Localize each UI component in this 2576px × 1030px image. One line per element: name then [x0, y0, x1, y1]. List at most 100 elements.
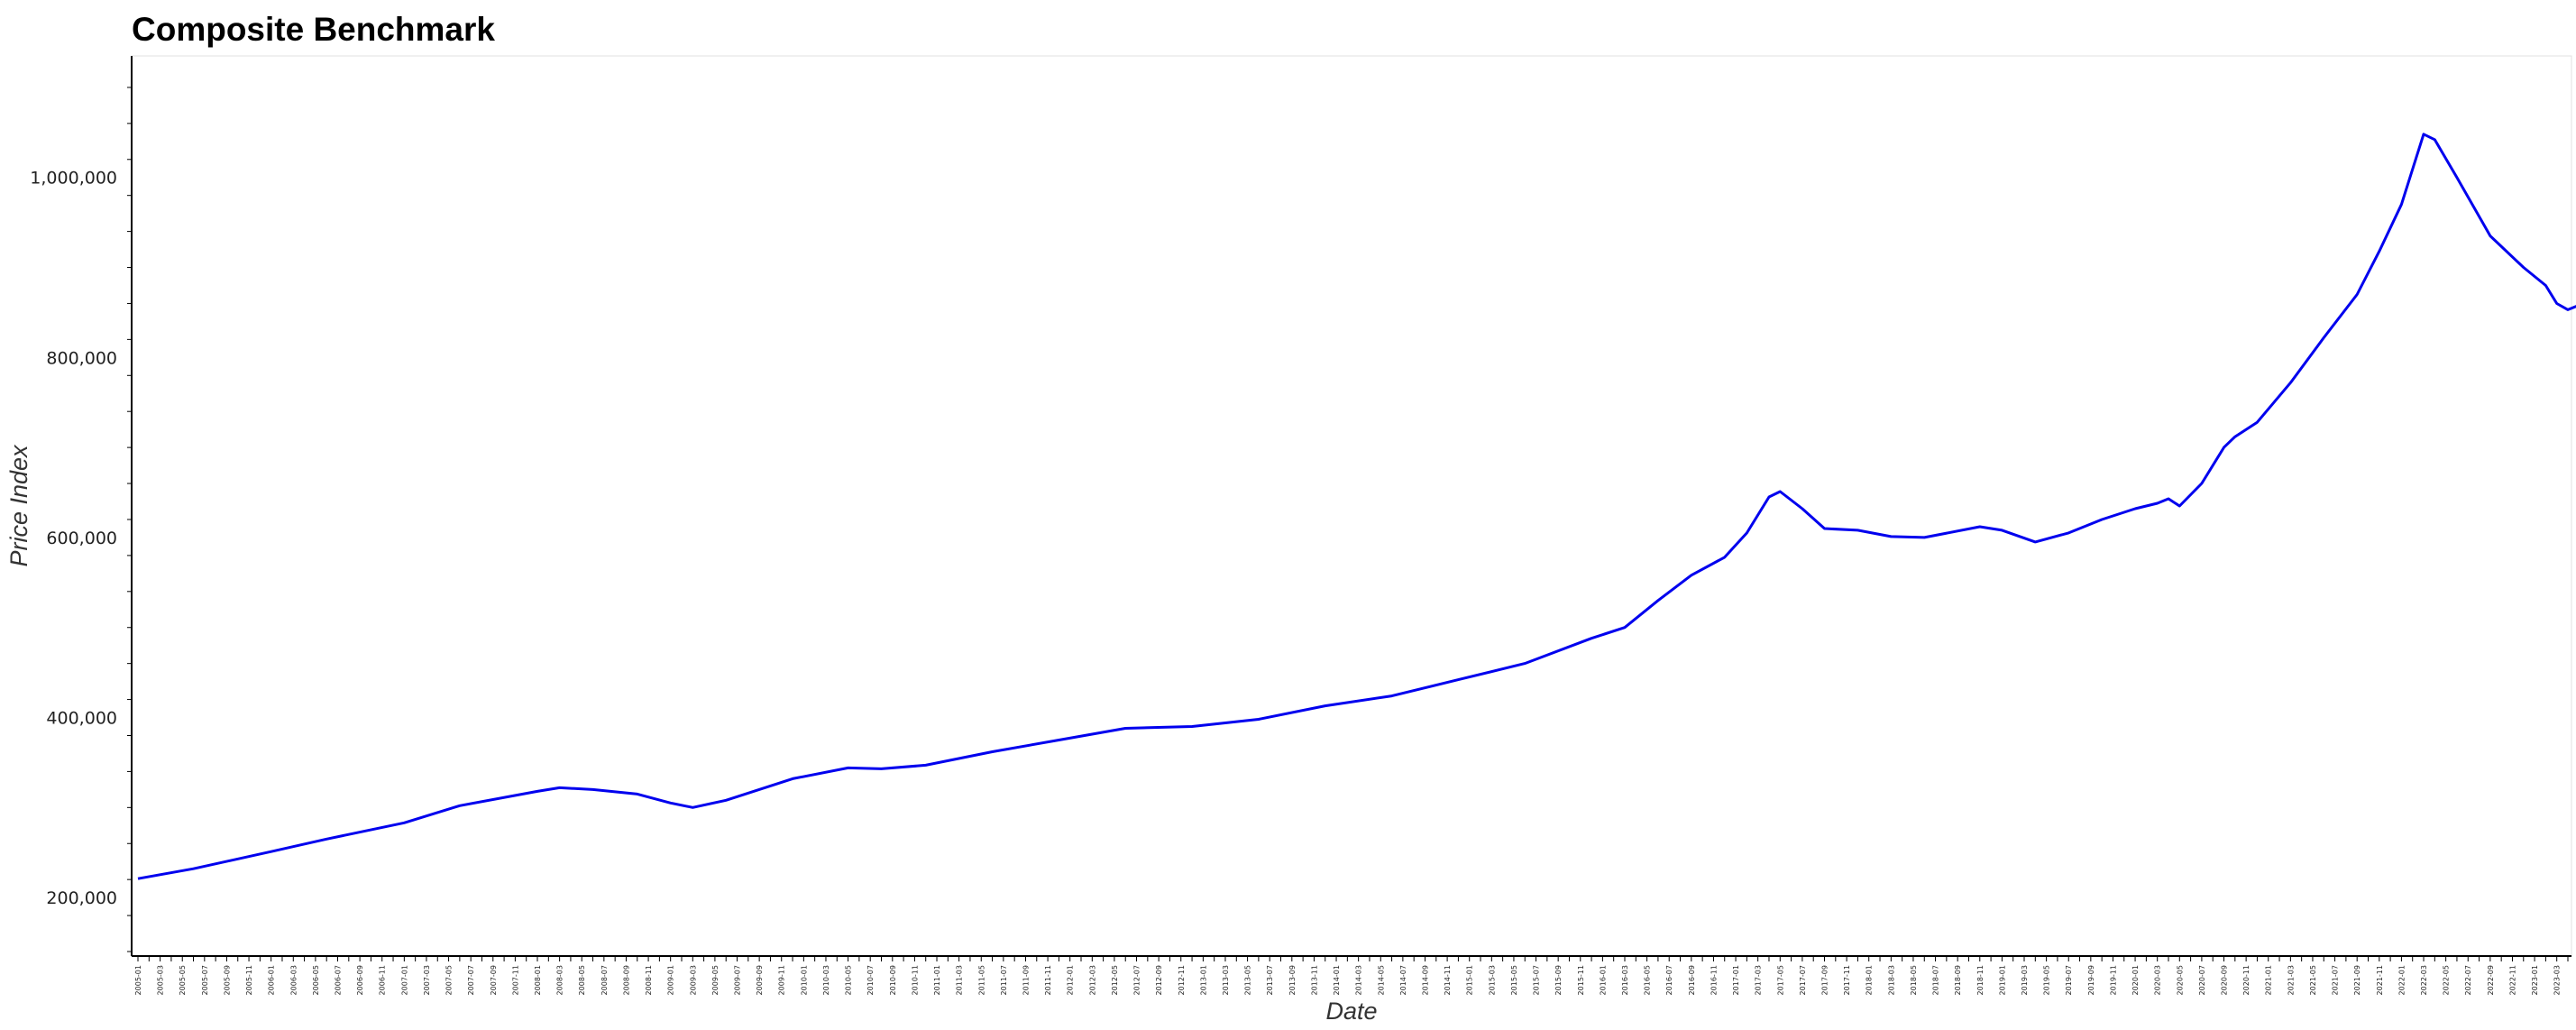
x-tick-label: 2019-11 [2109, 965, 2117, 995]
y-axis-ticks: 200,000 400,000 600,000 800,000 1,000,000 [30, 87, 132, 952]
x-tick-label: 2005-07 [201, 965, 209, 995]
x-tick-label: 2012-09 [1155, 965, 1163, 995]
x-tick-label: 2009-07 [734, 965, 742, 995]
x-tick-label: 2018-03 [1887, 965, 1895, 995]
x-tick-label: 2013-11 [1310, 965, 1318, 995]
x-tick-label: 2013-01 [1199, 965, 1207, 995]
x-tick-label: 2022-05 [2443, 965, 2451, 995]
x-tick-label: 2017-03 [1755, 965, 1763, 995]
x-tick-label: 2019-05 [2043, 965, 2051, 995]
x-tick-label: 2005-03 [157, 965, 165, 995]
x-tick-label: 2011-07 [1000, 965, 1008, 995]
x-tick-label: 2014-01 [1333, 965, 1341, 995]
x-tick-label: 2014-09 [1421, 965, 1429, 995]
x-tick-label: 2016-09 [1688, 965, 1696, 995]
x-tick-label: 2014-05 [1377, 965, 1385, 995]
x-tick-label: 2009-11 [778, 965, 786, 995]
x-tick-label: 2016-01 [1599, 965, 1607, 995]
x-tick-label: 2007-01 [400, 965, 408, 995]
x-tick-label: 2012-05 [1111, 965, 1119, 995]
x-tick-label: 2007-11 [511, 965, 519, 995]
x-tick-label: 2010-07 [866, 965, 875, 995]
y-tick-label: 1,000,000 [30, 169, 117, 189]
x-tick-label: 2008-05 [578, 965, 586, 995]
x-tick-label: 2013-07 [1266, 965, 1274, 995]
x-tick-label: 2005-01 [134, 965, 142, 995]
x-tick-label: 2022-09 [2487, 965, 2495, 995]
x-tick-label: 2008-11 [645, 965, 653, 995]
x-tick-label: 2011-01 [933, 965, 941, 995]
y-tick-label: 600,000 [46, 529, 117, 548]
x-tick-label: 2021-05 [2309, 965, 2317, 995]
x-tick-label: 2012-01 [1067, 965, 1075, 995]
x-tick-label: 2009-03 [689, 965, 697, 995]
x-tick-label: 2019-07 [2065, 965, 2073, 995]
x-tick-label: 2007-07 [467, 965, 475, 995]
x-tick-label: 2008-03 [556, 965, 564, 995]
x-tick-label: 2018-11 [1976, 965, 1985, 995]
x-tick-label: 2009-05 [711, 965, 720, 995]
x-tick-label: 2010-05 [845, 965, 853, 995]
x-tick-label: 2022-01 [2397, 965, 2406, 995]
x-tick-label: 2005-05 [179, 965, 187, 995]
x-tick-label: 2013-09 [1288, 965, 1297, 995]
x-tick-label: 2023-01 [2531, 965, 2539, 995]
x-tick-label: 2011-11 [1044, 965, 1052, 995]
x-tick-label: 2022-11 [2508, 965, 2516, 995]
x-tick-label: 2005-09 [223, 965, 231, 995]
x-tick-label: 2020-11 [2242, 965, 2251, 995]
x-tick-label: 2018-09 [1954, 965, 1962, 995]
y-tick-label: 800,000 [46, 348, 117, 368]
x-tick-label: 2021-09 [2353, 965, 2361, 995]
x-tick-label: 2019-09 [2087, 965, 2095, 995]
x-tick-label: 2021-01 [2265, 965, 2273, 995]
x-tick-label: 2010-11 [911, 965, 919, 995]
x-tick-label: 2012-11 [1178, 965, 1186, 995]
x-tick-label: 2006-09 [356, 965, 364, 995]
x-tick-label: 2021-11 [2376, 965, 2384, 995]
x-tick-label: 2011-05 [977, 965, 985, 995]
x-tick-label: 2008-09 [622, 965, 630, 995]
x-tick-label: 2015-01 [1466, 965, 1474, 995]
x-tick-label: 2023-03 [2553, 965, 2562, 995]
x-tick-label: 2014-03 [1355, 965, 1363, 995]
x-tick-label: 2022-03 [2420, 965, 2428, 995]
chart-title: Composite Benchmark [132, 11, 495, 48]
x-tick-label: 2014-11 [1444, 965, 1452, 995]
x-tick-label: 2007-03 [423, 965, 431, 995]
x-tick-label: 2015-05 [1510, 965, 1518, 995]
price-index-line [137, 133, 2576, 880]
x-tick-label: 2007-09 [490, 965, 498, 995]
x-tick-label: 2006-11 [379, 965, 387, 995]
y-axis-label: Price Index [5, 444, 32, 567]
x-tick-label: 2009-01 [667, 965, 675, 995]
x-axis-label: Date [1325, 998, 1377, 1025]
x-tick-label: 2010-03 [822, 965, 830, 995]
x-tick-label: 2021-03 [2287, 965, 2295, 995]
x-tick-label: 2021-07 [2332, 965, 2340, 995]
x-tick-label: 2017-05 [1776, 965, 1784, 995]
x-tick-label: 2018-05 [1910, 965, 1918, 995]
x-tick-label: 2020-05 [2176, 965, 2184, 995]
x-tick-label: 2016-03 [1621, 965, 1629, 995]
x-tick-label: 2010-09 [889, 965, 897, 995]
x-tick-label: 2011-03 [956, 965, 964, 995]
x-tick-label: 2016-07 [1665, 965, 1673, 995]
x-tick-label: 2017-09 [1821, 965, 1829, 995]
x-tick-label: 2019-03 [2021, 965, 2029, 995]
x-tick-label: 2010-01 [800, 965, 808, 995]
x-tick-label: 2020-01 [2131, 965, 2140, 995]
x-tick-label: 2022-07 [2464, 965, 2472, 995]
x-tick-label: 2006-05 [312, 965, 320, 995]
x-tick-label: 2012-07 [1133, 965, 1141, 995]
x-tick-label: 2006-07 [335, 965, 343, 995]
x-tick-label: 2012-03 [1088, 965, 1096, 995]
x-tick-label: 2019-01 [1998, 965, 2006, 995]
x-tick-label: 2017-07 [1799, 965, 1807, 995]
x-tick-label: 2015-11 [1577, 965, 1585, 995]
x-tick-label: 2016-05 [1644, 965, 1652, 995]
x-tick-label: 2017-11 [1843, 965, 1851, 995]
y-tick-label: 400,000 [46, 709, 117, 729]
x-tick-label: 2018-01 [1866, 965, 1874, 995]
x-tick-label: 2015-09 [1554, 965, 1563, 995]
